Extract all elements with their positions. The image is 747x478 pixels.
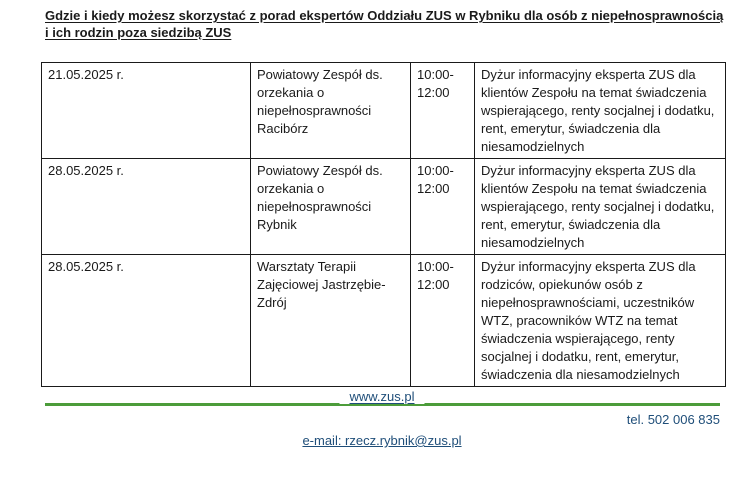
page-title-line2: i ich rodzin poza siedzibą ZUS <box>45 24 232 40</box>
cell-date: 28.05.2025 r. <box>41 158 251 255</box>
cell-location: Warsztaty Terapii Zajęciowej Jastrzębie-… <box>250 254 411 387</box>
phone-number: tel. 502 006 835 <box>626 412 720 427</box>
footer-divider-line <box>45 403 720 406</box>
cell-details: Dyżur informacyjny eksperta ZUS dla klie… <box>474 62 726 159</box>
cell-date: 28.05.2025 r. <box>41 254 251 387</box>
cell-details: Dyżur informacyjny eksperta ZUS dla klie… <box>474 158 726 255</box>
email-link[interactable]: e-mail: rzecz.rybnik@zus.pl <box>302 433 462 448</box>
cell-location: Powiatowy Zespół ds. orzekania o niepełn… <box>250 62 411 159</box>
cell-details: Dyżur informacyjny eksperta ZUS dla rodz… <box>474 254 726 387</box>
cell-time: 10:00-12:00 <box>410 158 475 255</box>
cell-time: 10:00-12:00 <box>410 254 475 387</box>
page-title-line1: Gdzie i kiedy możesz skorzystać z porad … <box>45 8 724 23</box>
cell-date: 21.05.2025 r. <box>41 62 251 159</box>
cell-location: Powiatowy Zespół ds. orzekania o niepełn… <box>250 158 411 255</box>
website-link[interactable]: www.zus.pl <box>339 389 425 404</box>
table-row: 21.05.2025 r. Powiatowy Zespół ds. orzek… <box>41 62 726 159</box>
page-title: Gdzie i kiedy możesz skorzystać z porad … <box>45 8 735 41</box>
table-row: 28.05.2025 r. Warsztaty Terapii Zajęciow… <box>41 254 726 387</box>
schedule-table: 21.05.2025 r. Powiatowy Zespół ds. orzek… <box>41 62 726 387</box>
cell-time: 10:00-12:00 <box>410 62 475 159</box>
table-row: 28.05.2025 r. Powiatowy Zespół ds. orzek… <box>41 158 726 255</box>
